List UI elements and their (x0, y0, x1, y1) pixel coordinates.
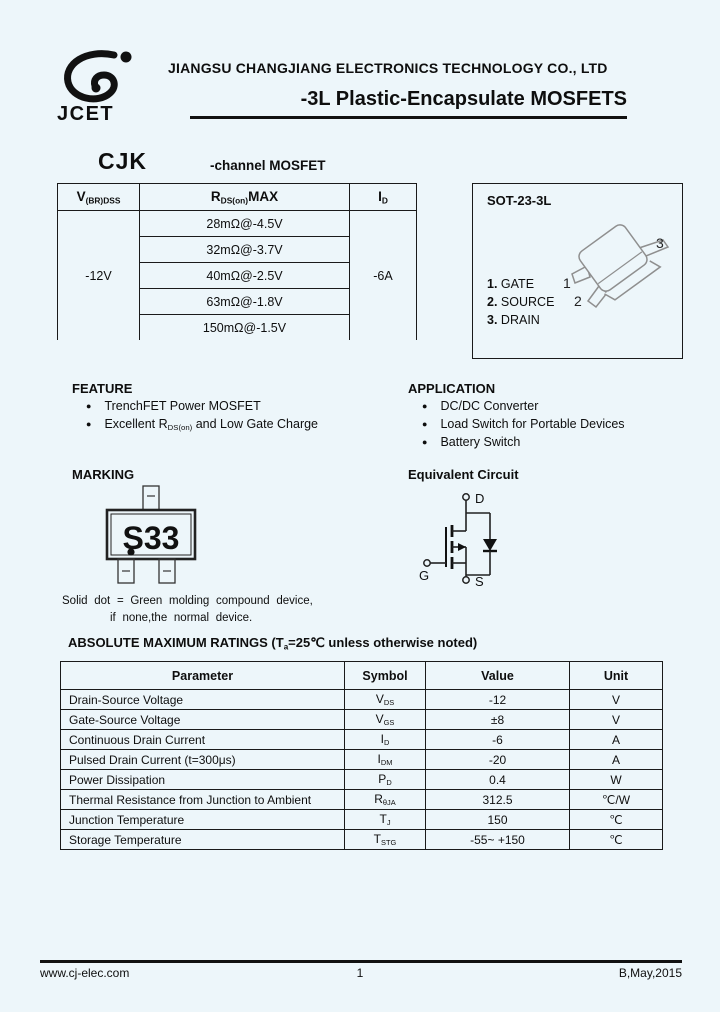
bullet-icon: ● (86, 400, 92, 411)
marking-heading: MARKING (72, 467, 135, 482)
footer-url: www.cj-elec.com (40, 966, 130, 980)
col-parameter: Parameter (60, 661, 345, 690)
feature-item: ● Excellent RDS(on) and Low Gate Charge (86, 417, 319, 433)
feature-item: ● TrenchFET Power MOSFET (86, 399, 261, 413)
product-table-header-row: V(BR)DSS RDS(on)MAX ID (57, 183, 417, 211)
bullet-icon: ● (422, 436, 428, 447)
rds-value: 28mΩ@-4.5V (139, 210, 350, 237)
marking-note-line1: Solid dot = Green molding compound devic… (62, 595, 313, 607)
col-value: Value (425, 661, 570, 690)
application-item: ● Battery Switch (422, 435, 521, 449)
package-name: SOT-23-3L (487, 193, 552, 208)
channel-type-label: -channel MOSFET (210, 158, 326, 173)
bullet-icon: ● (86, 418, 92, 429)
feature-heading: FEATURE (72, 381, 133, 396)
drain-label: D (475, 491, 484, 506)
ratings-table: Parameter Symbol Value Unit Drain-Source… (60, 661, 663, 850)
solid-dot-icon (127, 548, 135, 556)
application-item: ● DC/DC Converter (422, 399, 539, 413)
product-table-row: 40mΩ@-2.5V (58, 262, 417, 289)
package-info-box: SOT-23-3L 1. GATE 2. SOURCE 3. DRAIN 1 2… (472, 183, 683, 359)
logo-text: JCET (57, 103, 115, 125)
ratings-heading: ABSOLUTE MAXIMUM RATINGS (Ta=25℃ unless … (68, 635, 478, 652)
doc-title: -3L Plastic-Encapsulate MOSFETS (190, 88, 627, 119)
product-table-row: -12V 28mΩ@-4.5V -6A (57, 210, 417, 340)
application-item: ● Load Switch for Portable Devices (422, 417, 625, 431)
doc-date: B,May,2015 (618, 966, 682, 980)
product-table: V(BR)DSS RDS(on)MAX ID -12V 28mΩ@-4.5V -… (57, 183, 417, 340)
ratings-row: Drain-Source Voltage VDS -12 V (60, 689, 663, 710)
source-label: S (475, 574, 484, 589)
product-table-row: 150mΩ@-1.5V (58, 314, 417, 340)
sot23-package-icon: 1 2 3 (563, 224, 670, 309)
part-number: CJK (98, 148, 148, 174)
pin1-legend: 1. GATE (487, 277, 535, 291)
ratings-row: Thermal Resistance from Junction to Ambi… (60, 789, 663, 810)
mosfet-circuit-icon: D G S (419, 491, 497, 589)
product-table-row: 63mΩ@-1.8V (58, 288, 417, 315)
col-symbol: Symbol (344, 661, 426, 690)
ratings-row: Gate-Source Voltage VGS ±8 V (60, 709, 663, 730)
bullet-icon: ● (422, 418, 428, 429)
marking-package-icon: S33 (105, 485, 197, 584)
page-number: 1 (356, 966, 364, 980)
application-heading: APPLICATION (408, 381, 496, 396)
rds-value: 32mΩ@-3.7V (139, 236, 350, 263)
header-id: ID (349, 183, 417, 211)
company-name: JIANGSU CHANGJIANG ELECTRONICS TECHNOLOG… (168, 60, 608, 76)
col-unit: Unit (569, 661, 663, 690)
pkg-pin3-label: 3 (656, 235, 664, 251)
rds-value: 40mΩ@-2.5V (139, 262, 350, 289)
equivalent-circuit-heading: Equivalent Circuit (408, 467, 519, 482)
pin3-legend: 3. DRAIN (487, 313, 540, 327)
id-value: -6A (349, 210, 417, 340)
ratings-row: Pulsed Drain Current (t=300μs) IDM -20 A (60, 749, 663, 770)
vbrdss-value: -12V (57, 210, 140, 340)
ratings-row: Junction Temperature TJ 150 ℃ (60, 809, 663, 830)
marking-note-line2: if none,the normal device. (110, 612, 253, 624)
ratings-header-row: Parameter Symbol Value Unit (60, 661, 663, 690)
gate-label: G (419, 568, 429, 583)
bullet-icon: ● (422, 400, 428, 411)
product-table-row: 32mΩ@-3.7V (58, 236, 417, 263)
rds-value: 63mΩ@-1.8V (139, 288, 350, 315)
header-vbrdss: V(BR)DSS (57, 183, 140, 211)
jcet-logo-icon (64, 50, 132, 103)
rds-value: 150mΩ@-1.5V (139, 314, 350, 340)
ratings-row: Continuous Drain Current ID -6 A (60, 729, 663, 750)
pkg-pin2-label: 2 (574, 293, 582, 309)
ratings-row: Power Dissipation PD 0.4 W (60, 769, 663, 790)
pkg-pin1-label: 1 (563, 275, 571, 291)
ratings-row: Storage Temperature TSTG -55~ +150 ℃ (60, 829, 663, 850)
footer-divider (40, 960, 682, 963)
header-rdson-max: RDS(on)MAX (139, 183, 350, 211)
pin2-legend: 2. SOURCE (487, 295, 555, 309)
